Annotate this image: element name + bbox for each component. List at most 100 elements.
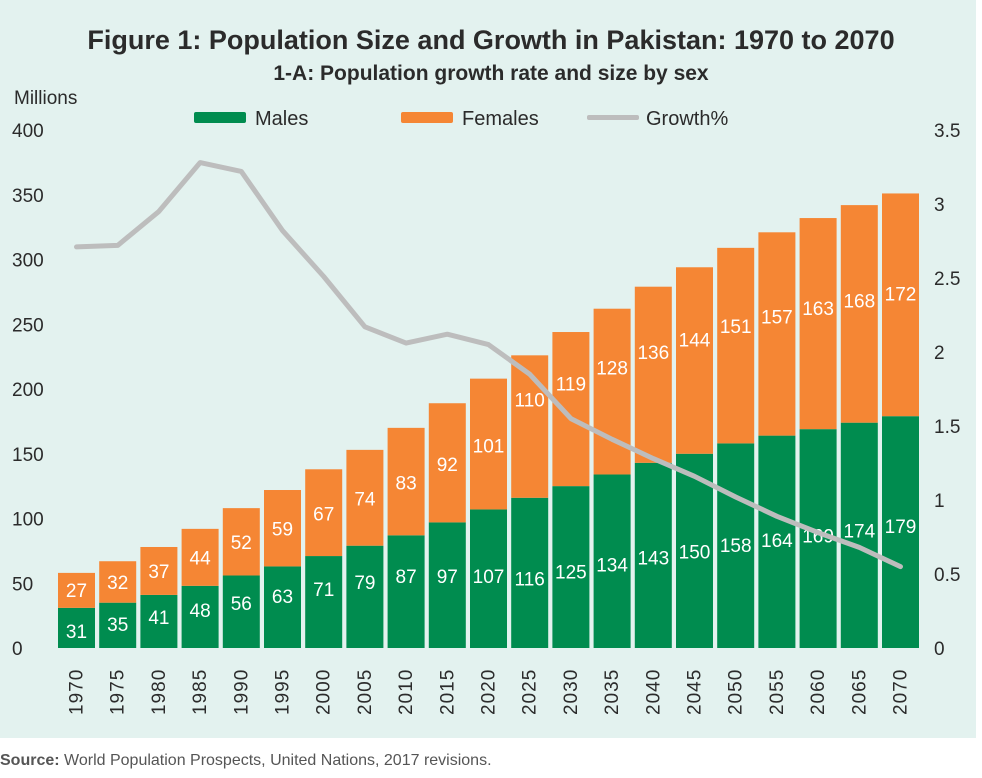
bar-label-males-2015: 97 (437, 567, 458, 588)
bar-females-2050 (717, 247, 755, 444)
bar-females-2045 (676, 267, 713, 454)
y-tick-right: 2.5 (934, 269, 960, 290)
chart-subtitle: 1-A: Population growth rate and size by … (273, 62, 709, 85)
bar-males-2030 (552, 486, 590, 648)
x-tick-2050: 2050 (726, 669, 747, 715)
bar-females-2005 (346, 449, 384, 546)
x-tick-2065: 2065 (849, 669, 870, 715)
bar-males-2070 (882, 416, 919, 648)
bar-males-2025 (511, 497, 549, 648)
x-tick-2045: 2045 (685, 669, 706, 715)
bar-label-females-1995: 59 (272, 520, 293, 541)
bar-males-2040 (634, 462, 672, 648)
y-tick-left: 0 (12, 639, 23, 660)
bars (58, 193, 919, 648)
bar-males-2050 (717, 443, 755, 648)
bar-label-males-2020: 107 (473, 567, 505, 588)
bar-females-2060 (799, 218, 837, 430)
y-axis-left: 0 50 100 150 200 250 300 350 400 (12, 121, 44, 660)
y-tick-right: 1.5 (934, 417, 960, 438)
legend-swatch-growth (587, 115, 639, 120)
bar-label-males-1995: 63 (272, 587, 293, 608)
bar-females-2040 (634, 286, 672, 463)
bar-females-2055 (758, 232, 796, 436)
x-tick-2030: 2030 (561, 669, 582, 715)
bar-label-males-2025: 116 (515, 569, 545, 590)
bar-label-males-2065: 174 (843, 522, 875, 543)
y-tick-right: 0.5 (934, 565, 960, 586)
x-tick-2015: 2015 (437, 669, 458, 715)
bar-label-males-2050: 158 (720, 536, 752, 557)
bar-females-2000 (305, 469, 343, 557)
x-tick-2070: 2070 (891, 669, 912, 715)
bar-label-females-2055: 157 (761, 307, 793, 328)
bar-males-1990 (222, 575, 260, 648)
bar-label-females-1985: 44 (190, 548, 212, 569)
y-tick-left: 100 (12, 510, 44, 531)
bar-label-males-2045: 150 (679, 542, 711, 563)
y-tick-left: 50 (12, 574, 33, 595)
bar-label-females-2000: 67 (313, 504, 334, 525)
y-tick-right: 2 (934, 343, 945, 364)
bar-males-2005 (346, 545, 384, 648)
y-tick-left: 400 (12, 121, 44, 142)
bar-label-males-2010: 87 (396, 567, 417, 588)
source-note: Source: World Population Prospects, Unit… (0, 752, 492, 770)
x-tick-2000: 2000 (314, 669, 335, 715)
legend-label-females: Females (462, 108, 539, 130)
bar-label-females-1970: 27 (66, 581, 87, 602)
x-tick-2040: 2040 (643, 669, 664, 715)
bar-males-1975 (99, 602, 137, 648)
bar-males-1970 (58, 607, 95, 648)
bar-label-females-2025: 110 (515, 391, 545, 412)
x-tick-1995: 1995 (273, 669, 294, 715)
source-label: Source: (0, 752, 60, 769)
bar-females-2070 (882, 193, 919, 417)
bar-label-females-1975: 32 (107, 573, 128, 594)
bar-males-2010 (387, 535, 425, 648)
bar-males-1980 (140, 594, 178, 648)
legend-swatch-females (401, 112, 453, 123)
bar-label-females-2020: 101 (473, 437, 505, 458)
bar-label-females-2045: 144 (679, 330, 711, 351)
bar-males-1995 (264, 566, 301, 648)
bar-label-females-2010: 83 (396, 474, 417, 495)
bar-label-males-2055: 164 (761, 531, 793, 552)
y-tick-left: 150 (12, 445, 44, 466)
x-tick-1985: 1985 (190, 669, 211, 715)
y-tick-right: 3 (934, 195, 945, 216)
bar-label-males-1985: 48 (190, 601, 211, 622)
bar-males-2045 (676, 453, 713, 648)
bar-label-males-2070: 179 (885, 517, 917, 538)
x-tick-2025: 2025 (520, 669, 541, 715)
y-tick-left: 350 (12, 186, 44, 207)
x-tick-2055: 2055 (767, 669, 788, 715)
bar-females-1980 (140, 546, 178, 595)
bar-males-2055 (758, 435, 796, 648)
x-tick-2060: 2060 (808, 669, 829, 715)
bar-label-males-1975: 35 (107, 615, 128, 636)
bar-males-2000 (305, 556, 343, 648)
bar-label-males-1980: 41 (148, 608, 169, 629)
bar-label-males-2030: 125 (555, 562, 587, 583)
bar-females-1995 (264, 490, 301, 567)
bar-label-females-1980: 37 (148, 562, 169, 583)
bar-females-2030 (552, 332, 590, 487)
y-tick-right: 3.5 (934, 121, 960, 142)
growth-line-group (74, 160, 903, 570)
x-tick-2035: 2035 (602, 669, 623, 715)
x-tick-1990: 1990 (231, 669, 252, 715)
x-axis: 1970 1975 1980 1985 1990 1995 2000 2005 2010 2015… (67, 669, 912, 715)
y-tick-right: 0 (934, 639, 945, 660)
legend: Males Females Growth% (194, 108, 728, 130)
y-axis-right: 0 0.5 1 1.5 2 2.5 3 3.5 (934, 121, 960, 660)
bar-label-females-2070: 172 (885, 285, 917, 306)
bar-label-females-2030: 119 (556, 374, 586, 395)
bar-label-females-2015: 92 (437, 455, 458, 476)
y-tick-left: 200 (12, 380, 44, 401)
y-tick-left: 250 (12, 315, 44, 336)
bar-males-2020 (470, 509, 507, 648)
legend-label-males: Males (255, 108, 308, 130)
bar-females-1975 (99, 561, 137, 603)
bar-males-2035 (593, 474, 631, 648)
